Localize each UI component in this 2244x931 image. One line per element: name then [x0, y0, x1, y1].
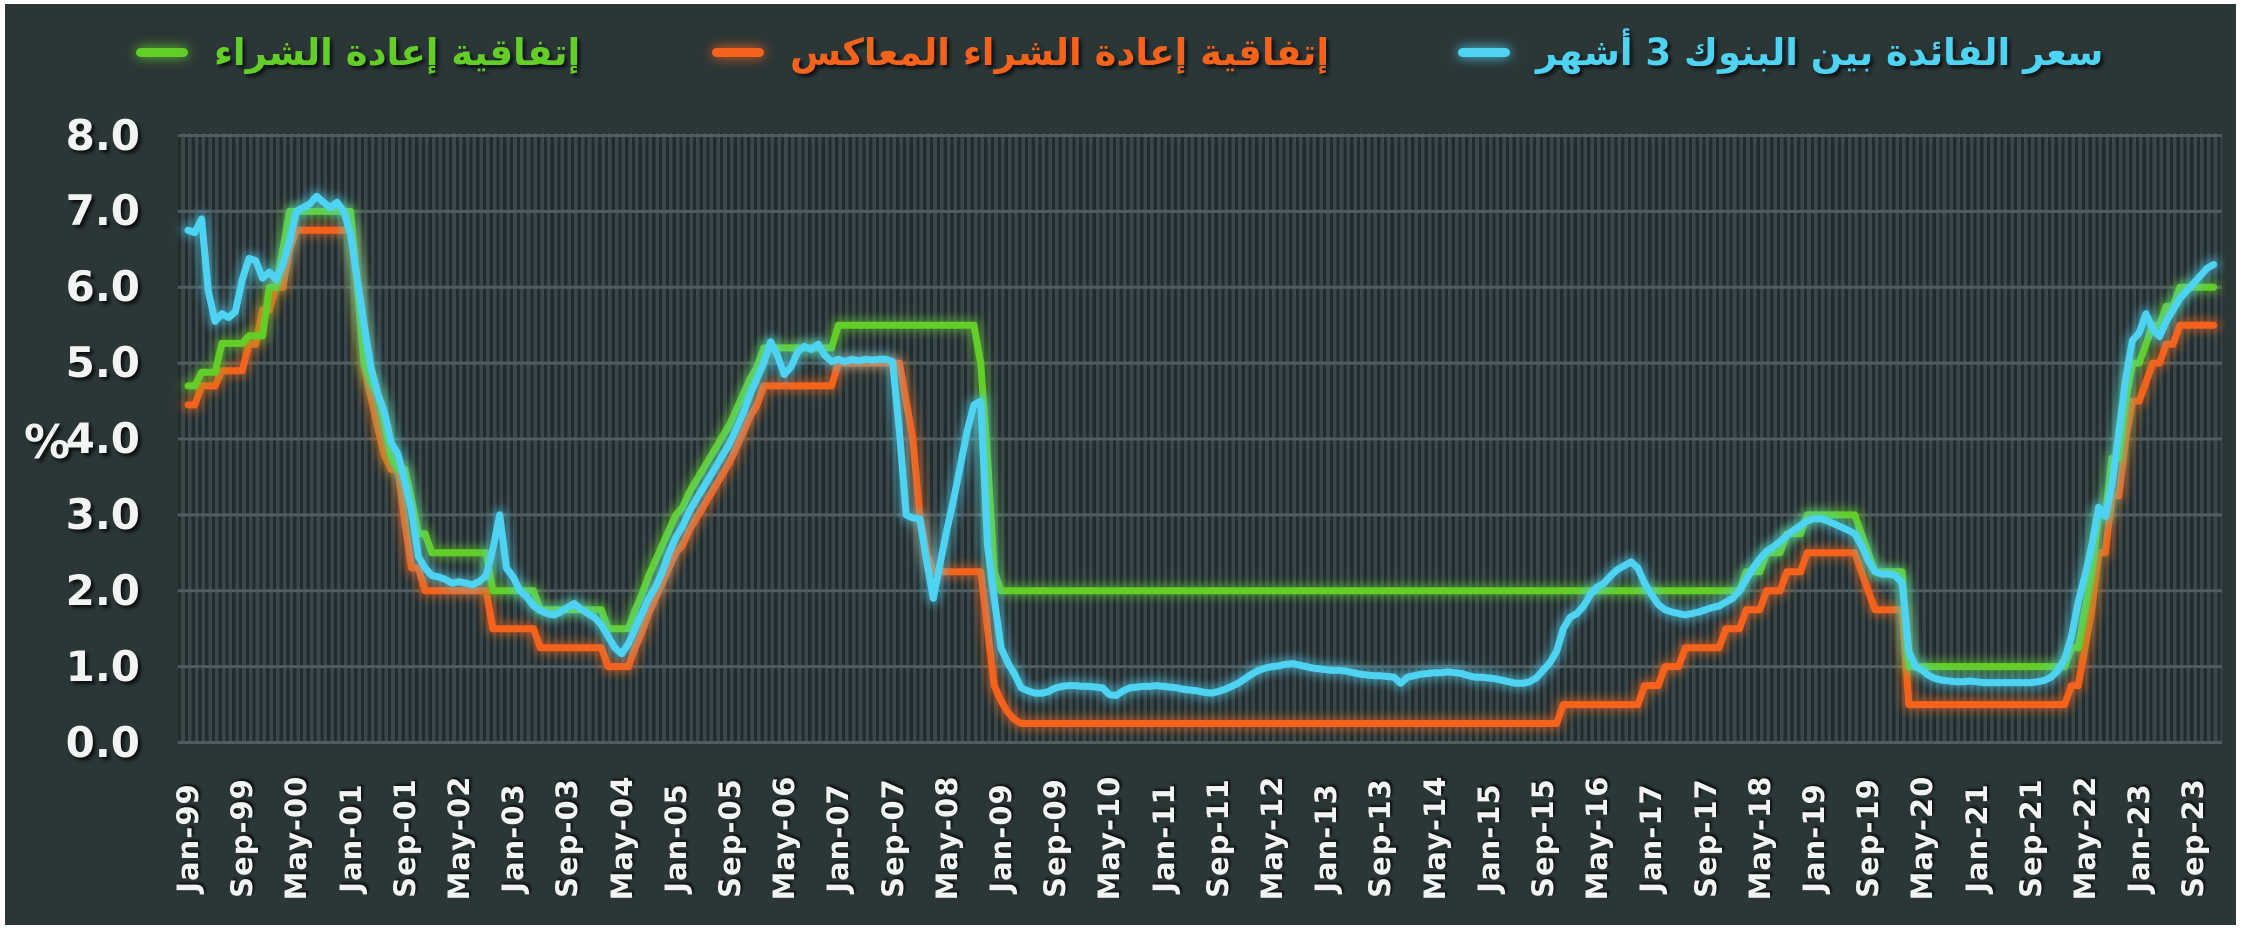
- y-axis-unit-label: %: [24, 415, 71, 469]
- reverse-repo-legend-dash-icon: [712, 47, 764, 57]
- legend-item-repo: إتفاقية إعادة الشراء: [136, 26, 580, 78]
- x-tick-label-Jan-13: Jan-13: [1309, 783, 1344, 893]
- y-tick-label-1.0: 1.0: [65, 641, 140, 691]
- x-tick-label-Jan-09: Jan-09: [984, 783, 1018, 893]
- x-tick-label-Sep-21: Sep-21: [2013, 778, 2048, 898]
- plot-area: [178, 133, 2222, 744]
- x-tick-label-May-14: May-14: [1417, 775, 1452, 901]
- x-tick-label-Jan-05: Jan-05: [658, 783, 693, 893]
- reverse-repo-legend-label: إتفاقية إعادة الشراء المعاكس: [790, 30, 1330, 74]
- chart-svg: [178, 134, 2222, 744]
- x-tick-label-Sep-13: Sep-13: [1363, 778, 1398, 898]
- legend-item-reverse-repo: إتفاقية إعادة الشراء المعاكس: [712, 26, 1329, 78]
- x-tick-label-May-12: May-12: [1255, 775, 1289, 901]
- interbank-3m-legend-label: سعر الفائدة بين البنوك 3 أشهر: [1536, 30, 2104, 74]
- y-tick-label-0.0: 0.0: [65, 717, 140, 767]
- x-tick-label-May-20: May-20: [1905, 775, 1940, 901]
- x-tick-label-Jan-07: Jan-07: [821, 783, 856, 893]
- x-tick-label-Jan-21: Jan-21: [1959, 783, 1994, 893]
- x-tick-label-Sep-11: Sep-11: [1200, 778, 1235, 898]
- x-tick-label-Sep-05: Sep-05: [713, 778, 747, 898]
- x-tick-label-Jan-99: Jan-99: [171, 783, 205, 893]
- x-tick-label-Jan-15: Jan-15: [1471, 783, 1506, 893]
- x-tick-label-Jan-01: Jan-01: [333, 783, 368, 893]
- x-tick-label-May-10: May-10: [1092, 775, 1127, 901]
- x-tick-label-May-02: May-02: [442, 775, 476, 901]
- x-tick-label-Jan-19: Jan-19: [1797, 783, 1831, 893]
- x-tick-label-Sep-01: Sep-01: [387, 778, 422, 898]
- x-tick-label-Sep-17: Sep-17: [1688, 778, 1723, 898]
- x-tick-label-Sep-03: Sep-03: [550, 778, 585, 898]
- interbank-3m-legend-dash-icon: [1458, 47, 1510, 57]
- x-tick-label-Sep-09: Sep-09: [1038, 778, 1073, 898]
- x-tick-label-May-06: May-06: [767, 775, 802, 901]
- x-tick-label-Sep-07: Sep-07: [875, 778, 910, 898]
- repo-legend-dash-icon: [136, 47, 188, 57]
- series-line-reverse_repo: [184, 226, 2218, 727]
- x-tick-label-Sep-99: Sep-99: [225, 778, 260, 898]
- x-tick-label-Sep-19: Sep-19: [1851, 778, 1886, 898]
- y-tick-label-6.0: 6.0: [65, 262, 140, 312]
- x-tick-label-Sep-15: Sep-15: [1526, 778, 1560, 898]
- x-tick-label-May-00: May-00: [279, 775, 314, 901]
- x-tick-label-Jan-23: Jan-23: [2122, 783, 2157, 893]
- x-tick-label-May-04: May-04: [604, 775, 639, 901]
- x-tick-label-Sep-23: Sep-23: [2176, 778, 2211, 898]
- x-tick-label-May-08: May-08: [929, 775, 964, 901]
- series-line-interbank_3m: [184, 192, 2218, 699]
- x-tick-label-Jan-17: Jan-17: [1634, 783, 1669, 893]
- x-tick-label-May-18: May-18: [1742, 775, 1777, 901]
- y-tick-label-4.0: 4.0: [65, 414, 140, 463]
- repo-legend-label: إتفاقية إعادة الشراء: [214, 30, 581, 74]
- y-tick-label-2.0: 2.0: [65, 565, 140, 615]
- y-tick-label-5.0: 5.0: [65, 338, 140, 388]
- y-tick-label-8.0: 8.0: [65, 110, 140, 160]
- x-tick-label-May-16: May-16: [1580, 775, 1615, 901]
- x-tick-label-Jan-11: Jan-11: [1146, 783, 1181, 893]
- y-tick-label-3.0: 3.0: [65, 489, 140, 539]
- x-tick-label-May-22: May-22: [2068, 775, 2102, 901]
- y-tick-label-7.0: 7.0: [65, 186, 140, 236]
- x-tick-label-Jan-03: Jan-03: [496, 783, 531, 893]
- legend-item-interbank-3m: سعر الفائدة بين البنوك 3 أشهر: [1458, 26, 2103, 78]
